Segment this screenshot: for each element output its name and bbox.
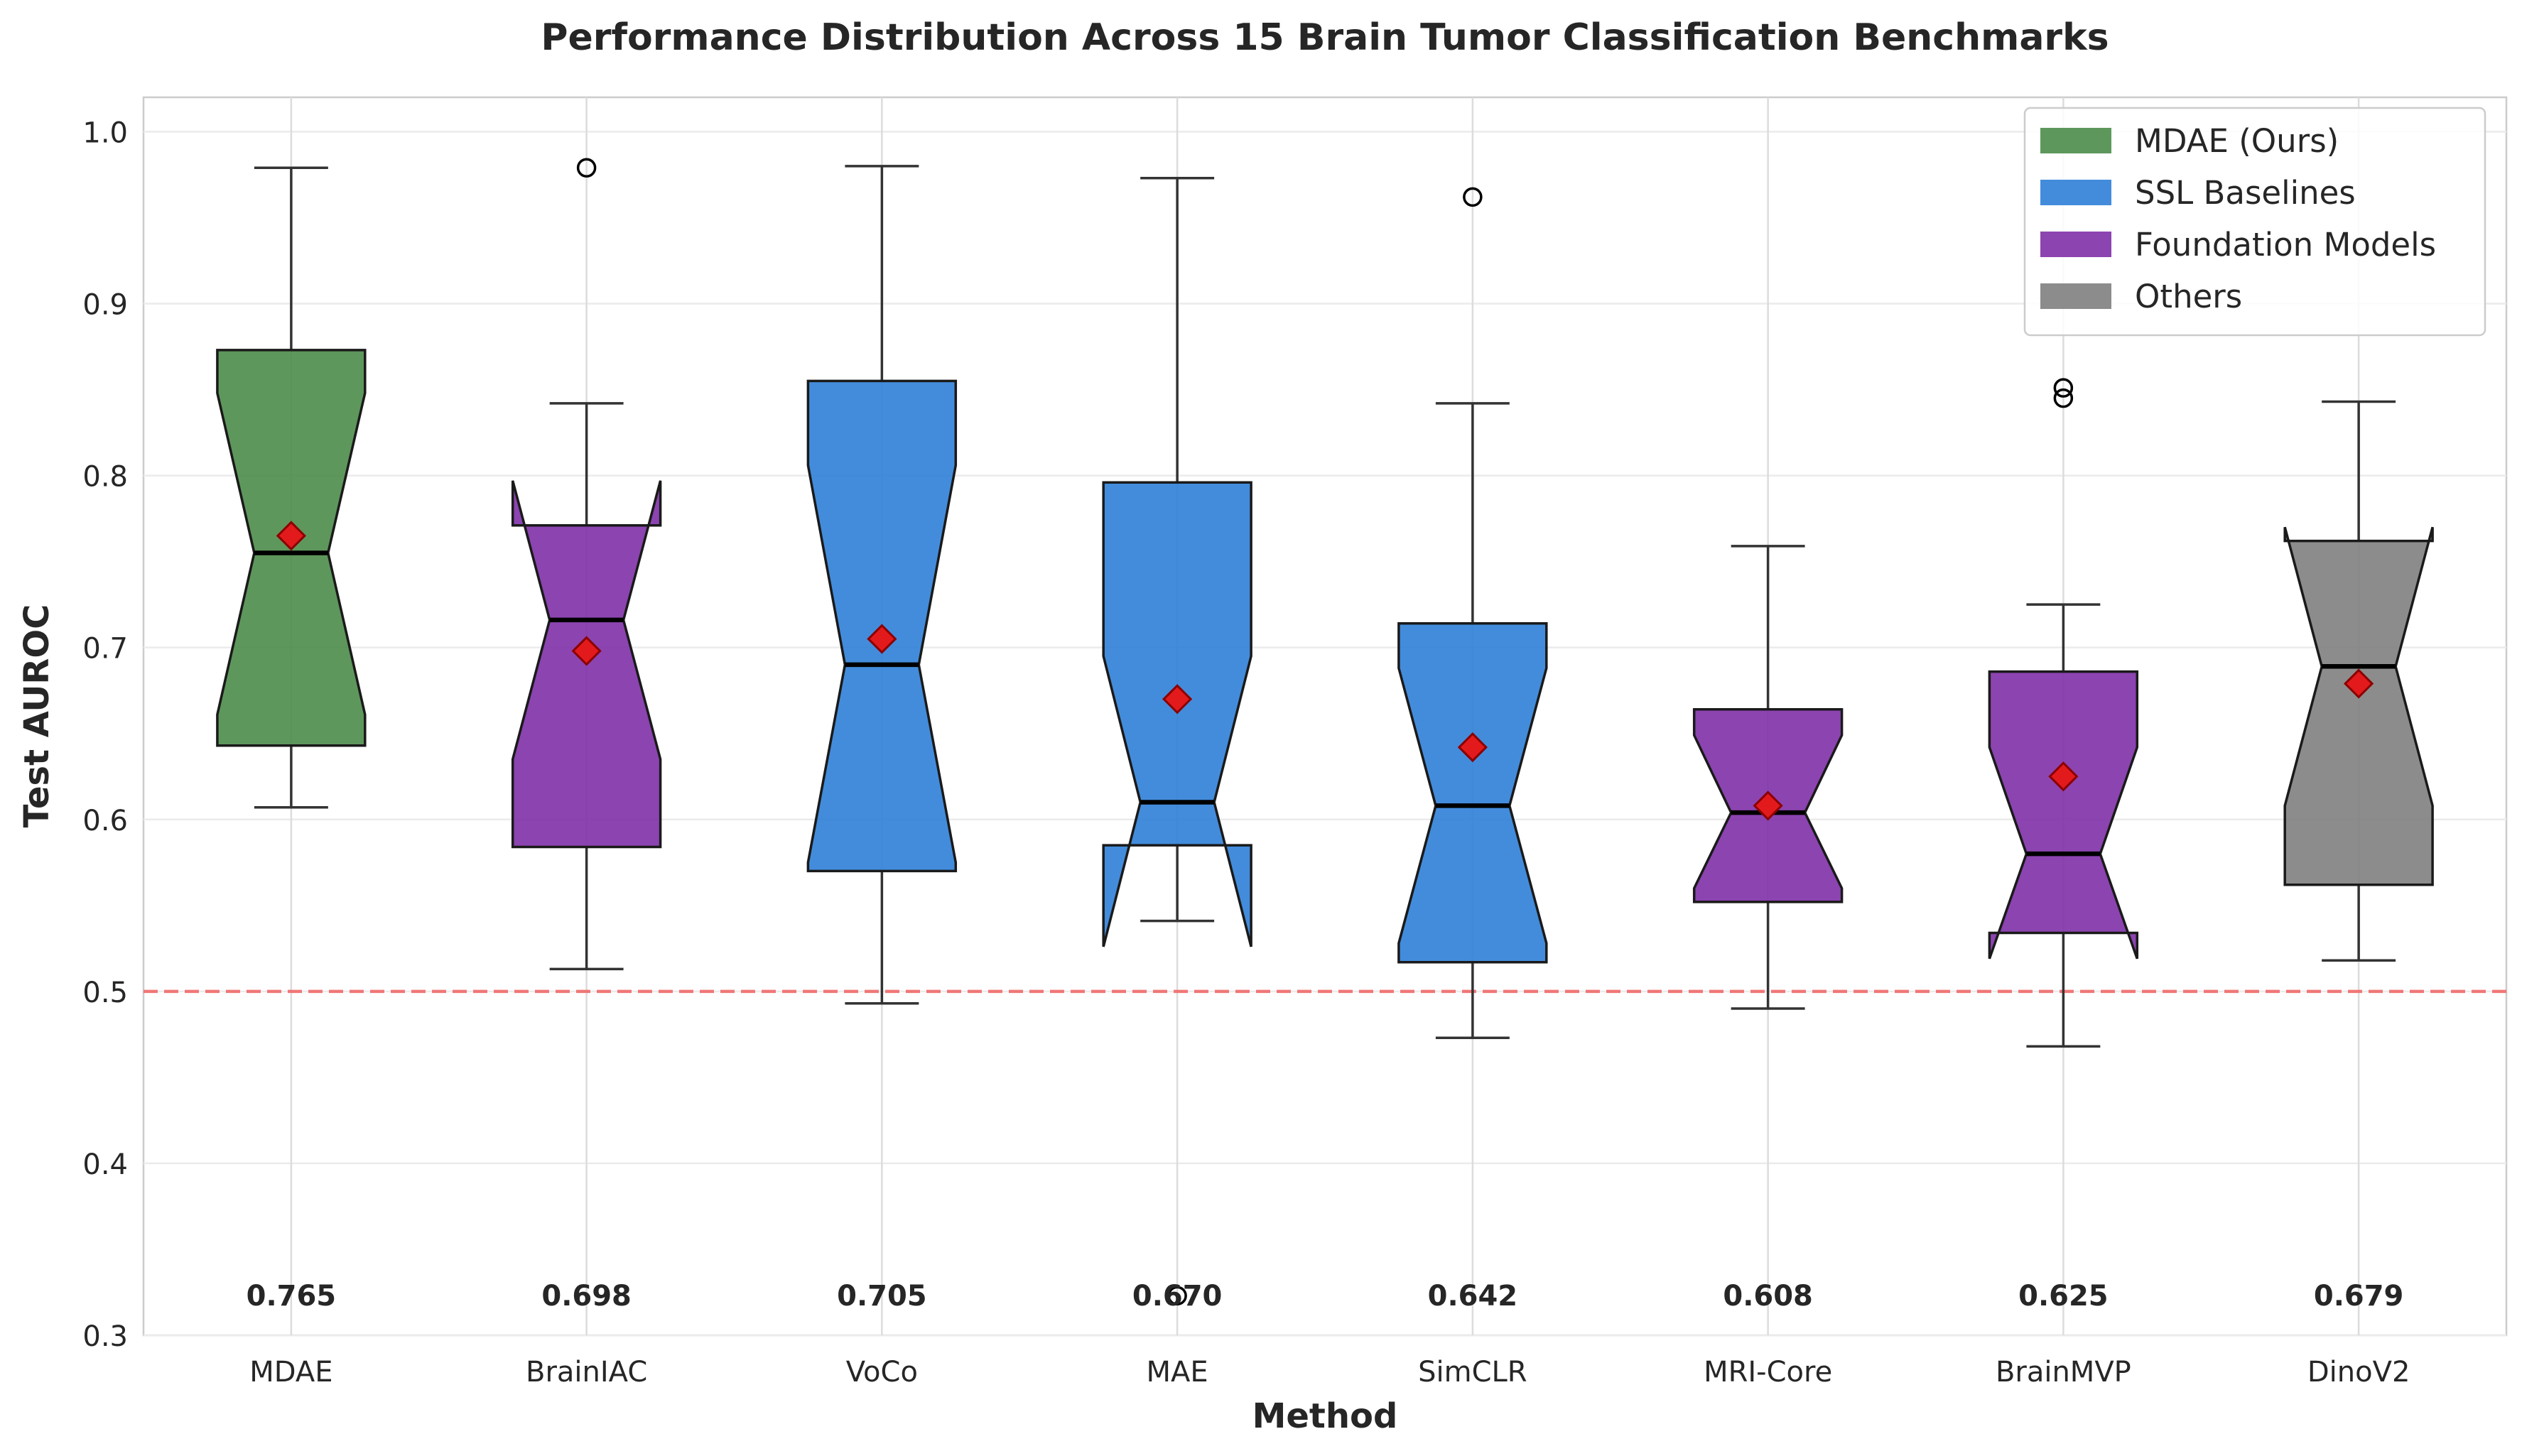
mean-value-label: 0.608 bbox=[1723, 1280, 1813, 1313]
outlier-point bbox=[1463, 187, 1483, 207]
mean-value-label: 0.625 bbox=[2018, 1280, 2109, 1313]
legend-label: SSL Baselines bbox=[2135, 174, 2356, 212]
legend-swatch bbox=[2040, 232, 2111, 257]
x-tick-label: MRI-Core bbox=[1704, 1356, 1832, 1389]
mean-value-label: 0.765 bbox=[247, 1280, 337, 1313]
box-body bbox=[1102, 481, 1252, 947]
x-tick-label: MAE bbox=[1147, 1356, 1208, 1389]
mean-value-label: 0.679 bbox=[2314, 1280, 2404, 1313]
outlier-point bbox=[2053, 388, 2074, 408]
box-body bbox=[1397, 622, 1548, 964]
box-mae: 0.670 bbox=[1102, 177, 1252, 1313]
mean-marker bbox=[276, 521, 306, 551]
mean-marker bbox=[2048, 761, 2079, 792]
y-tick-label: 0.3 bbox=[82, 1320, 128, 1353]
mean-marker bbox=[1457, 732, 1488, 763]
legend: MDAE (Ours) SSL Baselines Foundation Model… bbox=[2023, 107, 2486, 337]
legend-swatch bbox=[2040, 128, 2111, 153]
box-voco: 0.705 bbox=[806, 165, 958, 1313]
y-tick-label: 0.6 bbox=[82, 805, 128, 837]
mean-value-label: 0.705 bbox=[837, 1280, 927, 1313]
x-tick-label: BrainIAC bbox=[526, 1356, 647, 1389]
box-simclr: 0.642 bbox=[1397, 187, 1548, 1313]
box-mri-core: 0.608 bbox=[1692, 545, 1844, 1313]
outlier-point bbox=[576, 158, 597, 178]
legend-swatch bbox=[2040, 180, 2111, 205]
box-layer: 0.765 0.698 0.705 0.670 0.642 0.608 0.625 0.679 bbox=[216, 158, 2434, 1313]
mean-value-label: 0.670 bbox=[1132, 1280, 1223, 1313]
x-tick-label: BrainMVP bbox=[1996, 1356, 2131, 1389]
mean-marker bbox=[571, 636, 602, 666]
box-mdae: 0.765 bbox=[216, 166, 367, 1313]
y-tick-label: 0.5 bbox=[82, 977, 128, 1009]
outlier-point bbox=[1167, 1286, 1187, 1306]
x-axis-label: Method bbox=[1252, 1396, 1398, 1436]
legend-label: Others bbox=[2135, 278, 2242, 315]
x-tick-label: SimCLR bbox=[1418, 1356, 1527, 1389]
legend-frame bbox=[2023, 107, 2486, 337]
y-axis-label: Test AUROC bbox=[17, 604, 57, 828]
box-body bbox=[1988, 670, 2139, 960]
y-tick-label: 0.8 bbox=[82, 461, 128, 494]
outlier-point bbox=[2053, 378, 2074, 398]
y-tick-label: 0.7 bbox=[82, 633, 128, 665]
box-brainiac: 0.698 bbox=[511, 158, 662, 1313]
legend-label: Foundation Models bbox=[2135, 226, 2436, 264]
chart-title: Performance Distribution Across 15 Brain… bbox=[541, 16, 2109, 59]
x-tick-label: DinoV2 bbox=[2307, 1356, 2410, 1389]
mean-marker bbox=[1162, 684, 1193, 715]
box-brainmvp: 0.625 bbox=[1988, 378, 2139, 1313]
x-tick-label: VoCo bbox=[846, 1356, 918, 1389]
y-tick-label: 0.4 bbox=[82, 1148, 128, 1181]
x-tick-label: MDAE bbox=[249, 1356, 332, 1389]
mean-marker bbox=[2344, 668, 2374, 699]
y-tick-label: 0.9 bbox=[82, 289, 128, 322]
mean-marker bbox=[867, 624, 897, 654]
axis-layer: 0.3 0.4 0.5 0.6 0.7 0.8 0.9 1.0 MDAE BrainIAC VoCo… bbox=[82, 116, 2410, 1389]
mean-value-label: 0.698 bbox=[541, 1280, 632, 1313]
box-body bbox=[2283, 526, 2434, 886]
legend-label: MDAE (Ours) bbox=[2135, 122, 2339, 160]
y-tick-label: 1.0 bbox=[82, 116, 128, 149]
mean-value-label: 0.642 bbox=[1428, 1280, 1518, 1313]
mean-marker bbox=[1753, 791, 1783, 821]
box-dinov2: 0.679 bbox=[2283, 400, 2434, 1313]
legend-swatch bbox=[2040, 283, 2111, 309]
